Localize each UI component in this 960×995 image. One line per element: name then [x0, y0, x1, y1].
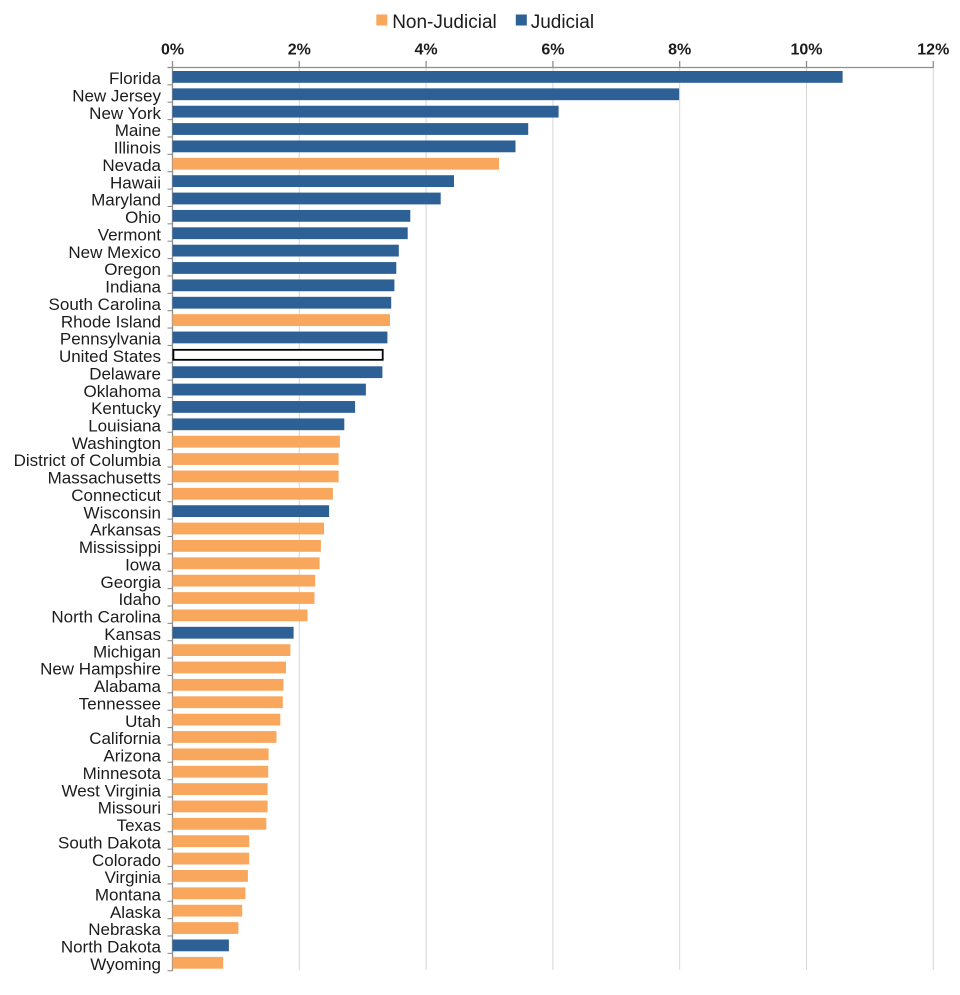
svg-text:Louisiana: Louisiana: [88, 417, 161, 436]
svg-text:Ohio: Ohio: [125, 208, 161, 227]
svg-text:Michigan: Michigan: [93, 642, 161, 661]
svg-text:Illinois: Illinois: [114, 139, 161, 158]
svg-text:West Virginia: West Virginia: [61, 781, 161, 800]
svg-text:Oklahoma: Oklahoma: [84, 382, 162, 401]
svg-text:Wyoming: Wyoming: [90, 955, 161, 974]
svg-text:Colorado: Colorado: [92, 851, 161, 870]
svg-text:South Carolina: South Carolina: [49, 295, 162, 314]
svg-text:Non-Judicial: Non-Judicial: [392, 12, 497, 33]
svg-text:New Jersey: New Jersey: [72, 86, 161, 105]
svg-text:Washington: Washington: [72, 434, 161, 453]
svg-text:Pennsylvania: Pennsylvania: [60, 330, 162, 349]
svg-text:Montana: Montana: [95, 885, 162, 904]
svg-text:Missouri: Missouri: [98, 799, 161, 818]
svg-text:Indiana: Indiana: [105, 278, 161, 297]
svg-text:10%: 10%: [790, 42, 822, 59]
svg-text:Arizona: Arizona: [103, 747, 161, 766]
svg-text:Kansas: Kansas: [104, 625, 161, 644]
svg-text:12%: 12%: [917, 42, 949, 59]
svg-text:Judicial: Judicial: [531, 12, 594, 33]
svg-text:Maine: Maine: [115, 121, 161, 140]
svg-text:Vermont: Vermont: [98, 225, 162, 244]
svg-text:Wisconsin: Wisconsin: [84, 503, 161, 522]
svg-text:Oregon: Oregon: [104, 260, 161, 279]
svg-text:Idaho: Idaho: [118, 590, 161, 609]
svg-text:Arkansas: Arkansas: [90, 521, 161, 540]
svg-text:District of Columbia: District of Columbia: [14, 451, 162, 470]
svg-text:Connecticut: Connecticut: [71, 486, 161, 505]
svg-text:Tennessee: Tennessee: [79, 694, 161, 713]
svg-text:United States: United States: [59, 347, 161, 366]
svg-text:Minnesota: Minnesota: [83, 764, 162, 783]
svg-text:Iowa: Iowa: [125, 555, 161, 574]
svg-text:Mississippi: Mississippi: [79, 538, 161, 557]
svg-text:Massachusetts: Massachusetts: [48, 469, 161, 488]
svg-text:North Dakota: North Dakota: [61, 938, 162, 957]
svg-text:Nevada: Nevada: [102, 156, 161, 175]
svg-text:0%: 0%: [161, 42, 184, 59]
svg-text:New Hampshire: New Hampshire: [40, 660, 161, 679]
svg-text:Maryland: Maryland: [91, 191, 161, 210]
svg-text:6%: 6%: [541, 42, 564, 59]
svg-text:Virginia: Virginia: [105, 868, 162, 887]
svg-text:Utah: Utah: [125, 712, 161, 731]
svg-text:Texas: Texas: [117, 816, 161, 835]
svg-text:Georgia: Georgia: [101, 573, 162, 592]
svg-text:New York: New York: [89, 104, 161, 123]
svg-text:Alabama: Alabama: [94, 677, 162, 696]
svg-text:Delaware: Delaware: [89, 364, 161, 383]
svg-text:New Mexico: New Mexico: [68, 243, 161, 262]
svg-text:South Dakota: South Dakota: [58, 833, 162, 852]
svg-text:Kentucky: Kentucky: [91, 399, 161, 418]
svg-text:Alaska: Alaska: [110, 903, 162, 922]
svg-text:California: California: [89, 729, 161, 748]
svg-text:2%: 2%: [288, 42, 311, 59]
svg-text:Hawaii: Hawaii: [110, 173, 161, 192]
svg-text:Florida: Florida: [109, 69, 162, 88]
svg-text:8%: 8%: [668, 42, 691, 59]
svg-text:North Carolina: North Carolina: [51, 608, 161, 627]
svg-text:Rhode Island: Rhode Island: [61, 312, 161, 331]
svg-text:4%: 4%: [415, 42, 438, 59]
svg-text:Nebraska: Nebraska: [88, 920, 161, 939]
